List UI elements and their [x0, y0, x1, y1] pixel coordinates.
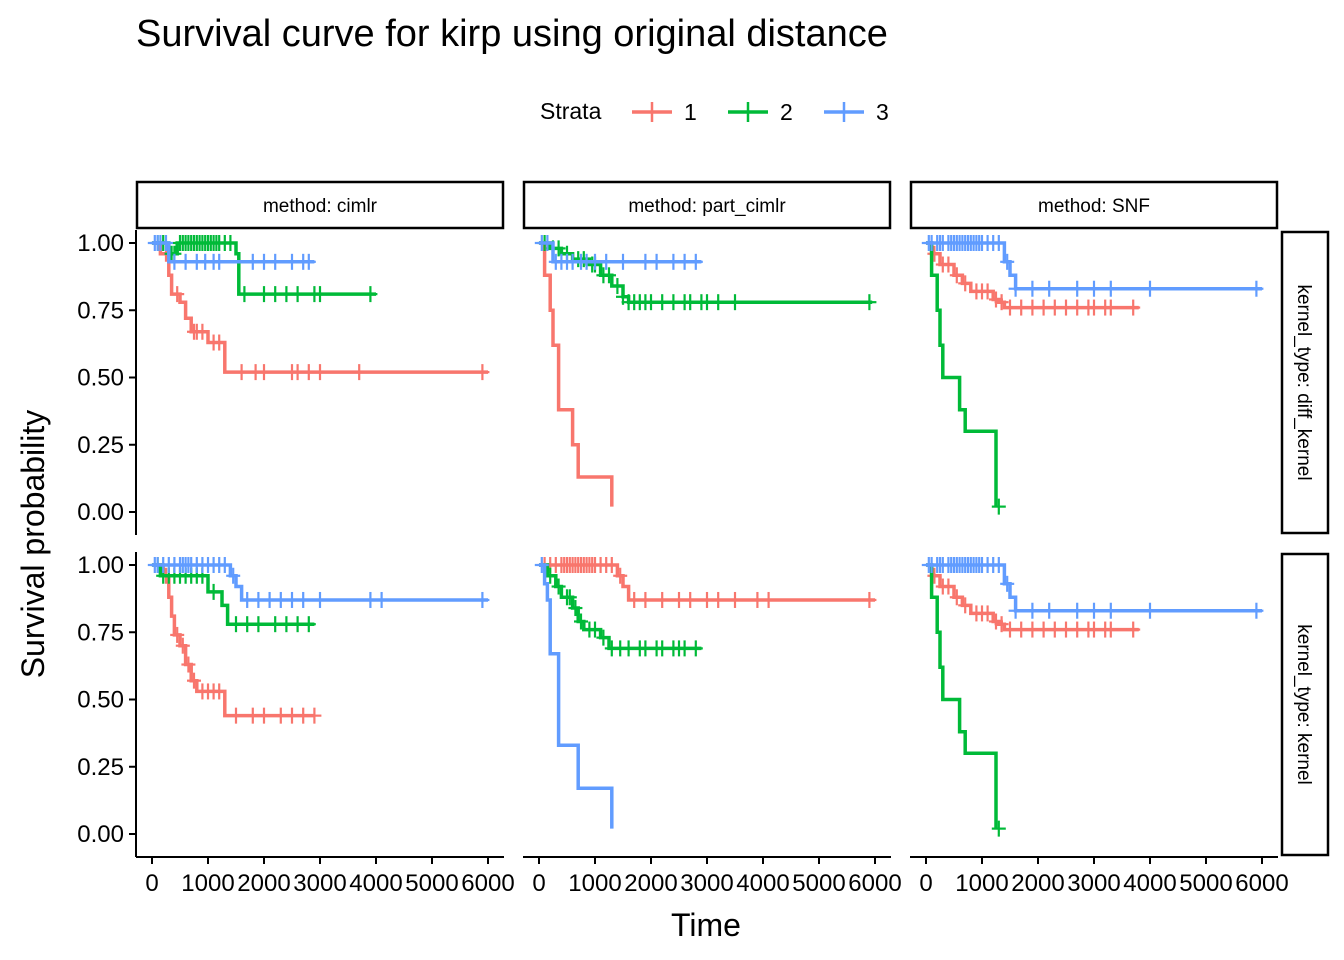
y-tick-label: 0.50 — [77, 365, 124, 392]
x-tick-label: 1000 — [181, 870, 234, 897]
panel — [147, 557, 490, 724]
legend: Strata 1 2 3 — [540, 98, 889, 125]
survival-curve-strata-3 — [152, 563, 488, 602]
facet-strip-row-label: kernel_type: kernel — [1293, 624, 1314, 785]
survival-curve-strata-2 — [926, 241, 998, 507]
facet-strip-column-label: method: cimlr — [263, 196, 378, 217]
y-tick-label: 0.75 — [77, 297, 124, 324]
legend-title: Strata — [540, 98, 602, 124]
survival-curve-strata-2 — [926, 563, 998, 829]
x-tick-label: 2000 — [1011, 870, 1064, 897]
legend-label-2: 2 — [780, 99, 793, 125]
x-tick-label: 1000 — [955, 870, 1008, 897]
facet-strip-column — [522, 180, 892, 230]
legend-label-1: 1 — [684, 99, 697, 125]
survival-curve-strata-2 — [539, 241, 873, 304]
panel — [921, 235, 1264, 515]
panel — [921, 557, 1264, 837]
survival-curve-strata-1 — [539, 241, 614, 507]
facet-strip-column-label: method: SNF — [1038, 196, 1150, 217]
panel — [534, 557, 877, 829]
y-tick-label: 0.75 — [77, 619, 124, 646]
survival-curve-strata-1 — [539, 563, 875, 602]
facet-strip-row-label: kernel_type: diff_kernel — [1293, 284, 1314, 480]
facet-strip-column — [909, 180, 1279, 230]
x-tick-label: 0 — [532, 870, 545, 897]
facet-strip-row — [1280, 552, 1330, 857]
x-tick-label: 5000 — [405, 870, 458, 897]
x-tick-label: 6000 — [461, 870, 514, 897]
x-tick-label: 4000 — [1123, 870, 1176, 897]
x-axis-title: Time — [671, 907, 741, 943]
y-axis-title: Survival probability — [15, 410, 51, 679]
x-tick-label: 5000 — [792, 870, 845, 897]
facet-strip-row — [1280, 230, 1330, 535]
x-tick-label: 0 — [919, 870, 932, 897]
x-tick-label: 1000 — [568, 870, 621, 897]
survival-curve-strata-3 — [539, 563, 614, 829]
x-tick-label: 4000 — [349, 870, 402, 897]
panel — [147, 235, 490, 381]
y-tick-label: 0.25 — [77, 432, 124, 459]
x-tick-label: 4000 — [736, 870, 789, 897]
x-tick-label: 3000 — [1067, 870, 1120, 897]
x-tick-label: 6000 — [1235, 870, 1288, 897]
x-tick-label: 0 — [145, 870, 158, 897]
facet-strip-column — [135, 180, 505, 230]
x-tick-label: 3000 — [680, 870, 733, 897]
y-tick-label: 0.00 — [77, 821, 124, 848]
y-tick-label: 0.25 — [77, 754, 124, 781]
x-tick-label: 2000 — [624, 870, 677, 897]
panel — [534, 235, 877, 507]
x-tick-label: 6000 — [848, 870, 901, 897]
facet-strip-column-label: method: part_cimlr — [628, 196, 786, 217]
chart-title: Survival curve for kirp using original d… — [136, 13, 888, 55]
x-tick-label: 2000 — [237, 870, 290, 897]
x-tick-label: 5000 — [1179, 870, 1232, 897]
y-tick-label: 1.00 — [77, 552, 124, 579]
y-tick-label: 1.00 — [77, 230, 124, 257]
legend-label-3: 3 — [876, 99, 889, 125]
y-tick-label: 0.50 — [77, 687, 124, 714]
x-tick-label: 3000 — [293, 870, 346, 897]
y-tick-label: 0.00 — [77, 499, 124, 526]
